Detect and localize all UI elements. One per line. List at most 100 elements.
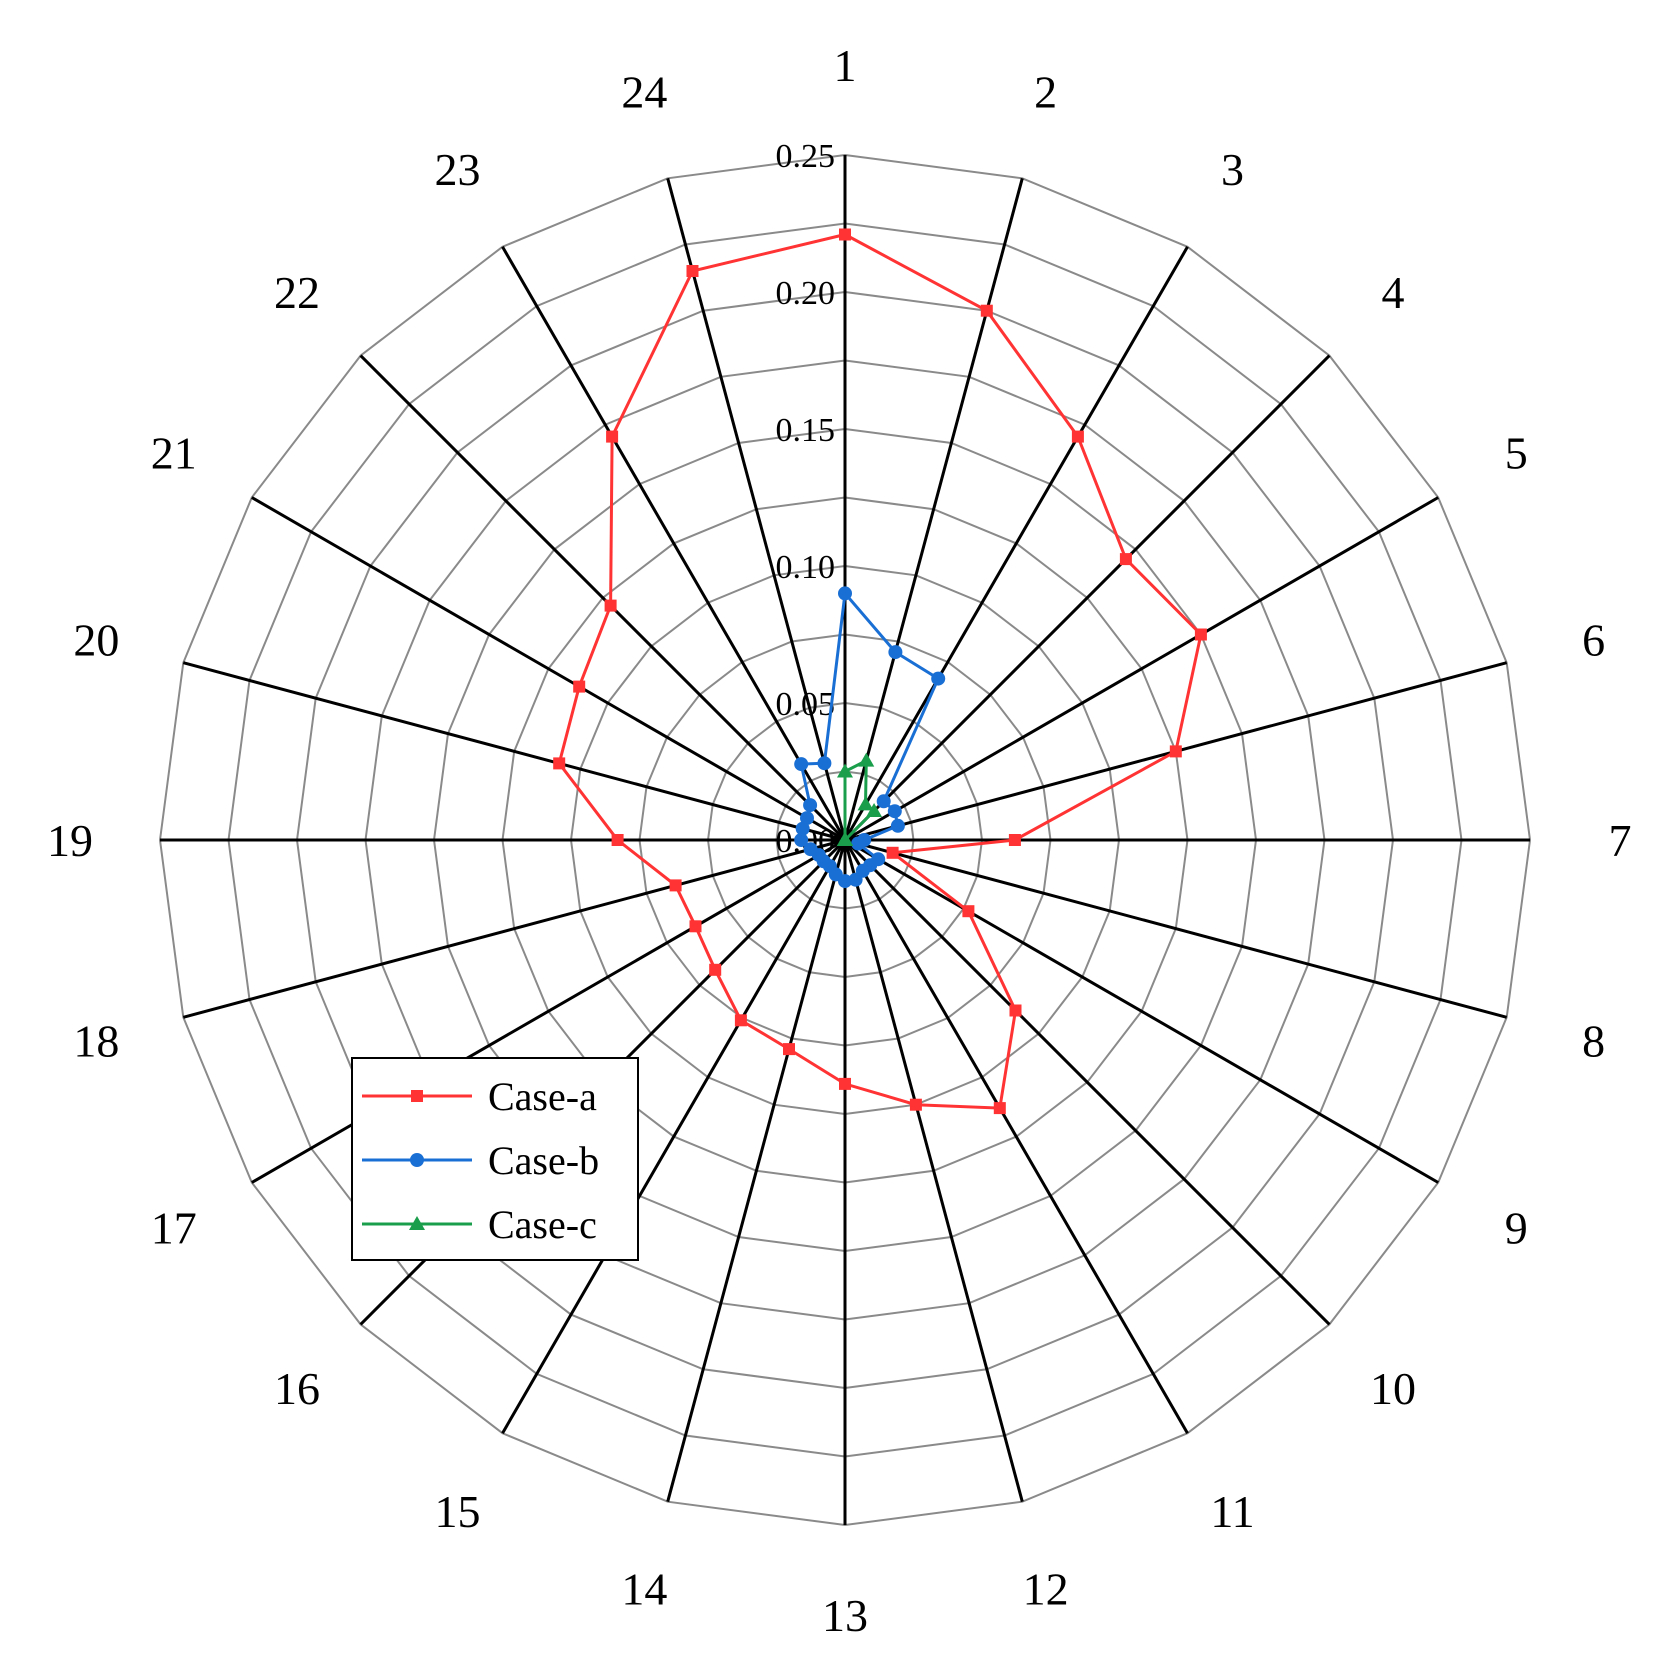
axis-label-4: 4 — [1382, 267, 1405, 318]
spoke-5 — [844, 496, 1439, 842]
point-Case-a-11 — [993, 1102, 1006, 1115]
axis-label-21: 21 — [151, 428, 197, 479]
point-Case-b-21 — [800, 811, 814, 826]
axis-label-13: 13 — [822, 1590, 868, 1641]
spoke-20 — [182, 661, 846, 842]
point-Case-a-19 — [611, 834, 624, 846]
point-Case-b-4 — [876, 794, 891, 809]
point-Case-a-8 — [886, 846, 899, 859]
series-layer — [553, 228, 1207, 1115]
point-Case-a-5 — [1194, 628, 1207, 641]
point-Case-b-2 — [888, 645, 903, 660]
point-Case-b-19 — [794, 833, 809, 847]
tick-label: 0.25 — [776, 138, 836, 175]
point-Case-a-1 — [839, 228, 851, 241]
point-Case-b-5 — [887, 804, 902, 819]
point-Case-a-16 — [709, 963, 722, 976]
spoke-15 — [501, 839, 847, 1434]
point-Case-a-9 — [962, 905, 975, 918]
point-Case-b-20 — [795, 821, 810, 836]
legend-marker-Case-c — [409, 1216, 425, 1230]
point-Case-c-1 — [837, 763, 853, 778]
axis-label-11: 11 — [1210, 1486, 1254, 1537]
point-Case-a-15 — [734, 1014, 747, 1027]
axis-label-12: 12 — [1023, 1564, 1069, 1615]
point-Case-a-24 — [686, 265, 699, 277]
legend: Case-a Case-b Case-c — [351, 1057, 639, 1261]
point-Case-a-13 — [839, 1077, 851, 1090]
radial-tick-labels: 0.000.050.100.150.200.25 — [776, 138, 836, 860]
point-Case-b-23 — [794, 757, 809, 772]
spoke-10 — [843, 838, 1331, 1326]
spoke-22 — [359, 354, 847, 842]
axis-label-5: 5 — [1505, 428, 1528, 479]
point-Case-b-6 — [890, 818, 905, 833]
spoke-18 — [182, 838, 846, 1019]
axis-label-6: 6 — [1582, 614, 1605, 665]
spoke-24 — [666, 177, 847, 841]
spoke-23 — [501, 246, 847, 841]
point-Case-b-22 — [803, 798, 818, 813]
axis-label-7: 7 — [1609, 815, 1632, 866]
point-Case-c-3 — [857, 796, 874, 811]
axis-label-24: 24 — [621, 66, 667, 117]
point-Case-b-3 — [931, 671, 946, 686]
point-Case-c-4 — [866, 802, 883, 817]
axis-label-14: 14 — [621, 1564, 667, 1615]
spoke-9 — [844, 838, 1439, 1184]
spoke-4 — [843, 354, 1331, 842]
axis-label-22: 22 — [274, 267, 320, 318]
point-Case-c-24 — [837, 832, 853, 846]
axis-label-23: 23 — [435, 144, 481, 195]
point-Case-b-24 — [817, 756, 832, 771]
series-Case-c — [837, 752, 883, 846]
point-Case-a-10 — [1009, 1004, 1022, 1017]
point-Case-b-18 — [803, 842, 818, 857]
spoke-14 — [666, 839, 847, 1503]
point-Case-a-6 — [1169, 745, 1182, 758]
axis-label-1: 1 — [834, 40, 857, 91]
spoke-12 — [843, 839, 1024, 1503]
point-Case-a-21 — [573, 680, 586, 693]
point-Case-a-12 — [909, 1098, 922, 1111]
axis-label-20: 20 — [73, 614, 119, 665]
spoke-3 — [843, 246, 1189, 841]
point-Case-a-7 — [1008, 834, 1021, 846]
point-Case-b-1 — [838, 586, 852, 601]
legend-marker-Case-a — [411, 1090, 423, 1102]
legend-label-Case-c: Case-c — [488, 1202, 597, 1247]
axis-label-16: 16 — [274, 1363, 320, 1414]
spoke-21 — [251, 496, 846, 842]
axis-label-2: 2 — [1034, 66, 1057, 117]
axis-label-18: 18 — [73, 1016, 119, 1067]
tick-label: 0.10 — [776, 549, 836, 586]
point-Case-a-3 — [1071, 430, 1084, 443]
point-Case-a-20 — [553, 757, 566, 770]
point-Case-a-17 — [689, 920, 702, 933]
axis-label-9: 9 — [1505, 1203, 1528, 1254]
point-Case-b-8 — [851, 836, 866, 851]
spoke-8 — [844, 838, 1508, 1019]
legend-label-Case-a: Case-a — [488, 1074, 597, 1119]
axis-label-3: 3 — [1221, 144, 1244, 195]
point-Case-a-22 — [604, 599, 617, 612]
point-Case-a-14 — [783, 1043, 795, 1056]
legend-marker-Case-b — [410, 1153, 424, 1167]
tick-label: 0.20 — [776, 275, 836, 312]
point-Case-a-4 — [1119, 553, 1132, 566]
point-Case-b-12 — [848, 872, 863, 887]
point-Case-a-23 — [606, 430, 619, 443]
legend-label-Case-b: Case-b — [488, 1138, 599, 1183]
axis-label-10: 10 — [1370, 1363, 1416, 1414]
spoke-2 — [843, 177, 1024, 841]
point-Case-c-2 — [858, 752, 875, 767]
tick-label: 0.05 — [776, 686, 836, 723]
axis-label-8: 8 — [1582, 1016, 1605, 1067]
series-Case-a — [553, 228, 1207, 1115]
point-Case-a-18 — [669, 879, 682, 892]
spoke-17 — [251, 838, 846, 1184]
point-Case-a-2 — [980, 304, 993, 317]
tick-label: 0.15 — [776, 412, 836, 449]
